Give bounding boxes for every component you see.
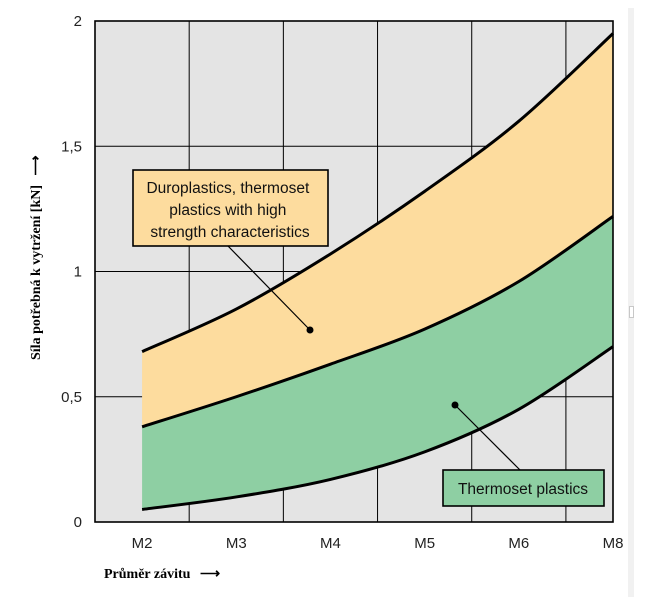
boundary-curve-0 xyxy=(141,32,615,354)
boundary-curve-2 xyxy=(141,345,614,511)
plot-frame xyxy=(94,20,614,523)
callout-duroplastics-line-1: Duroplastics, thermoset xyxy=(146,180,310,197)
callout-thermoset-leader xyxy=(454,404,521,471)
y-axis-title-text: Síla potřebná k vytržení [kN] xyxy=(29,185,44,360)
boundary-curve-1 xyxy=(141,215,614,429)
band-0 xyxy=(142,33,613,427)
x-tick-4: M6 xyxy=(508,535,529,552)
band-1 xyxy=(142,216,613,510)
y-axis-title: Síla potřebná k vytržení [kN] ⟶ xyxy=(29,155,44,360)
x-axis-arrow: ⟶ xyxy=(200,567,220,582)
x-tick-3: M5 xyxy=(414,535,435,552)
x-tick-2: M4 xyxy=(320,535,341,552)
callout-duroplastics-line-2: plastics with high xyxy=(169,202,286,219)
y-tick-labels: 0 0,5 1 1,5 2 xyxy=(61,13,82,531)
callout-thermoset-box xyxy=(442,469,605,507)
x-axis-title-text: Průměr závitu xyxy=(104,567,191,582)
callout-duroplastics-box xyxy=(132,169,329,247)
svg-text:Síla potřebná k vytržení [kN]: Síla potřebná k vytržení [kN] ⟶ xyxy=(29,155,44,360)
callout-duroplastics: Duroplastics, thermoset plastics with hi… xyxy=(132,169,329,334)
bands xyxy=(142,33,613,510)
x-tick-0: M2 xyxy=(132,535,153,552)
callout-thermoset-dot xyxy=(451,401,459,409)
x-tick-labels: M2 M3 M4 M5 M6 M8 xyxy=(132,535,624,552)
scrollbar-thumb[interactable] xyxy=(629,306,634,318)
x-tick-5: M8 xyxy=(603,535,624,552)
svg-text:Duroplastics, thermoset: Duroplastics, thermoset plastics with hi… xyxy=(146,180,313,241)
y-tick-2: 1 xyxy=(74,264,82,281)
y-tick-4: 2 xyxy=(74,13,82,30)
x-tick-1: M3 xyxy=(226,535,247,552)
callout-thermoset: Thermoset plastics xyxy=(442,401,605,507)
y-tick-3: 1,5 xyxy=(61,138,82,155)
y-tick-0: 0 xyxy=(74,514,82,531)
scrollbar-track[interactable] xyxy=(628,8,634,597)
x-axis-title: Průměr závitu ⟶ xyxy=(104,567,220,582)
callout-thermoset-line-1: Thermoset plastics xyxy=(458,481,588,498)
y-axis-arrow: ⟶ xyxy=(29,155,44,175)
callout-duroplastics-leader xyxy=(227,245,311,331)
curves xyxy=(141,32,615,511)
callout-duroplastics-dot xyxy=(306,326,314,334)
svg-text:Průměr závitu ⟶: Průměr závitu ⟶ xyxy=(104,567,220,582)
callout-duroplastics-line-3: strength characteristics xyxy=(150,224,310,241)
y-tick-1: 0,5 xyxy=(61,389,82,406)
